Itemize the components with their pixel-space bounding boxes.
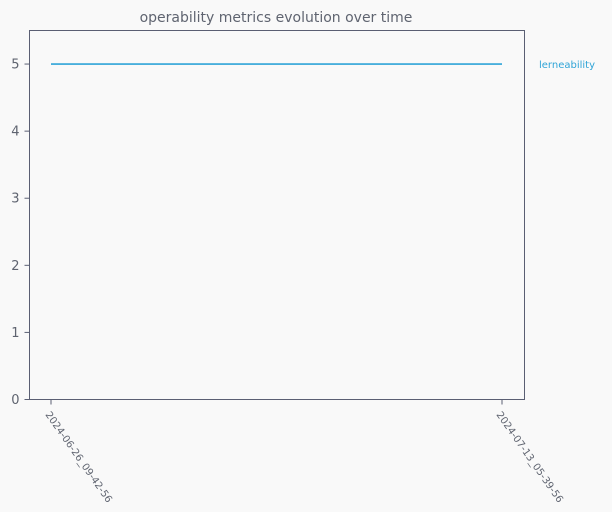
y-tick-label: 2 [11, 259, 19, 274]
y-tick-label: 0 [11, 393, 19, 408]
y-axis: 0 1 2 3 4 5 [11, 58, 30, 408]
series-layer: lerneability [51, 60, 595, 71]
y-tick-label: 1 [11, 326, 19, 341]
y-tick-label: 5 [11, 58, 19, 73]
plot-area [29, 30, 525, 400]
series-label: lerneability [539, 60, 595, 71]
y-tick-label: 4 [11, 125, 19, 140]
chart-title: operability metrics evolution over time [140, 10, 413, 26]
y-tick-label: 3 [11, 192, 19, 207]
